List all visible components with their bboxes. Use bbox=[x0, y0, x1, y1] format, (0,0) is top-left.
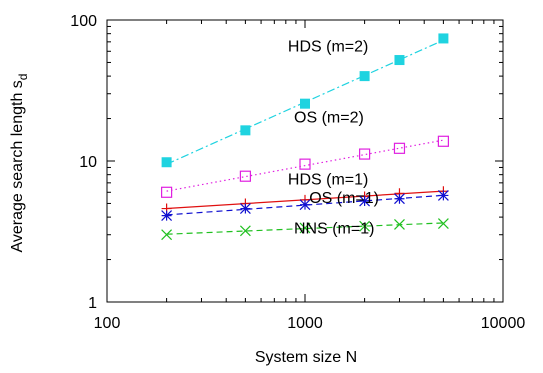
data-point bbox=[162, 211, 172, 221]
series-label: OS (m=1) bbox=[309, 190, 379, 207]
data-point bbox=[394, 194, 404, 204]
data-point bbox=[300, 99, 310, 109]
x-axis-label: System size N bbox=[255, 349, 357, 366]
y-tick-label: 10 bbox=[79, 154, 97, 171]
data-point bbox=[162, 230, 172, 240]
series-label: NNS (m=1) bbox=[294, 221, 374, 238]
data-point bbox=[240, 204, 250, 214]
data-point bbox=[438, 190, 448, 200]
x-tick-label: 1000 bbox=[287, 315, 323, 332]
data-point bbox=[438, 33, 448, 43]
y-tick-label: 1 bbox=[88, 295, 97, 312]
y-axis-label-subscript: d bbox=[16, 74, 30, 81]
data-point bbox=[162, 157, 172, 167]
series-label: OS (m=2) bbox=[294, 109, 364, 126]
y-tick-label: 100 bbox=[70, 13, 97, 30]
data-point bbox=[394, 219, 404, 229]
y-axis-label: Average search length sd bbox=[9, 74, 30, 253]
series-label: HDS (m=1) bbox=[288, 172, 368, 189]
data-point bbox=[162, 187, 172, 197]
data-point bbox=[438, 136, 448, 146]
data-point bbox=[360, 71, 370, 81]
x-tick-label: 100 bbox=[94, 315, 121, 332]
series-layer bbox=[162, 33, 449, 239]
data-point bbox=[240, 125, 250, 135]
data-point bbox=[394, 55, 404, 65]
data-point bbox=[240, 171, 250, 181]
y-axis-label-main: Average search length s bbox=[9, 80, 26, 252]
x-tick-label: 10000 bbox=[481, 315, 526, 332]
data-point bbox=[394, 143, 404, 153]
data-point bbox=[360, 149, 370, 159]
series-label: HDS (m=2) bbox=[288, 38, 368, 55]
data-point bbox=[300, 159, 310, 169]
